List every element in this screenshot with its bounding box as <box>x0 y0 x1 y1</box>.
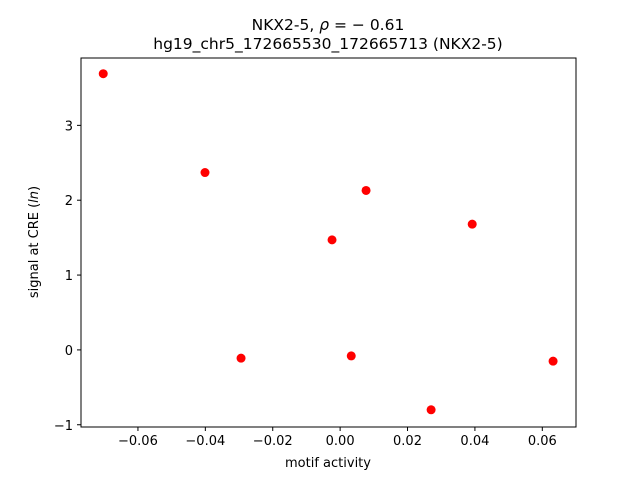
x-tick-label: 0.06 <box>528 434 557 449</box>
chart-title-line2: hg19_chr5_172665530_172665713 (NKX2-5) <box>153 35 502 54</box>
y-tick-label: −1 <box>54 419 73 434</box>
y-tick-label: 3 <box>65 119 73 134</box>
y-axis-label: signal at CRE (ln) <box>27 186 42 298</box>
data-point <box>548 356 558 366</box>
x-tick-label: 0.04 <box>460 434 489 449</box>
y-tick-label: 2 <box>65 194 73 209</box>
x-tick-label: 0.02 <box>393 434 422 449</box>
data-point <box>327 235 337 245</box>
data-point <box>346 351 356 361</box>
data-point <box>200 168 210 178</box>
data-point <box>361 185 371 195</box>
data-point <box>236 353 246 363</box>
data-point <box>98 69 108 79</box>
data-point <box>467 219 477 229</box>
x-tick-label: −0.02 <box>253 434 293 449</box>
x-tick-label: −0.04 <box>185 434 225 449</box>
x-tick-label: −0.06 <box>118 434 158 449</box>
y-tick-label: 1 <box>65 269 73 284</box>
x-tick-label: 0.00 <box>326 434 355 449</box>
y-tick-label: 0 <box>65 344 73 359</box>
chart-title-line1: NKX2-5, ρ = − 0.61 <box>252 16 405 34</box>
data-point <box>426 405 436 415</box>
x-axis-label: motif activity <box>285 456 371 471</box>
plot-frame <box>80 57 577 428</box>
